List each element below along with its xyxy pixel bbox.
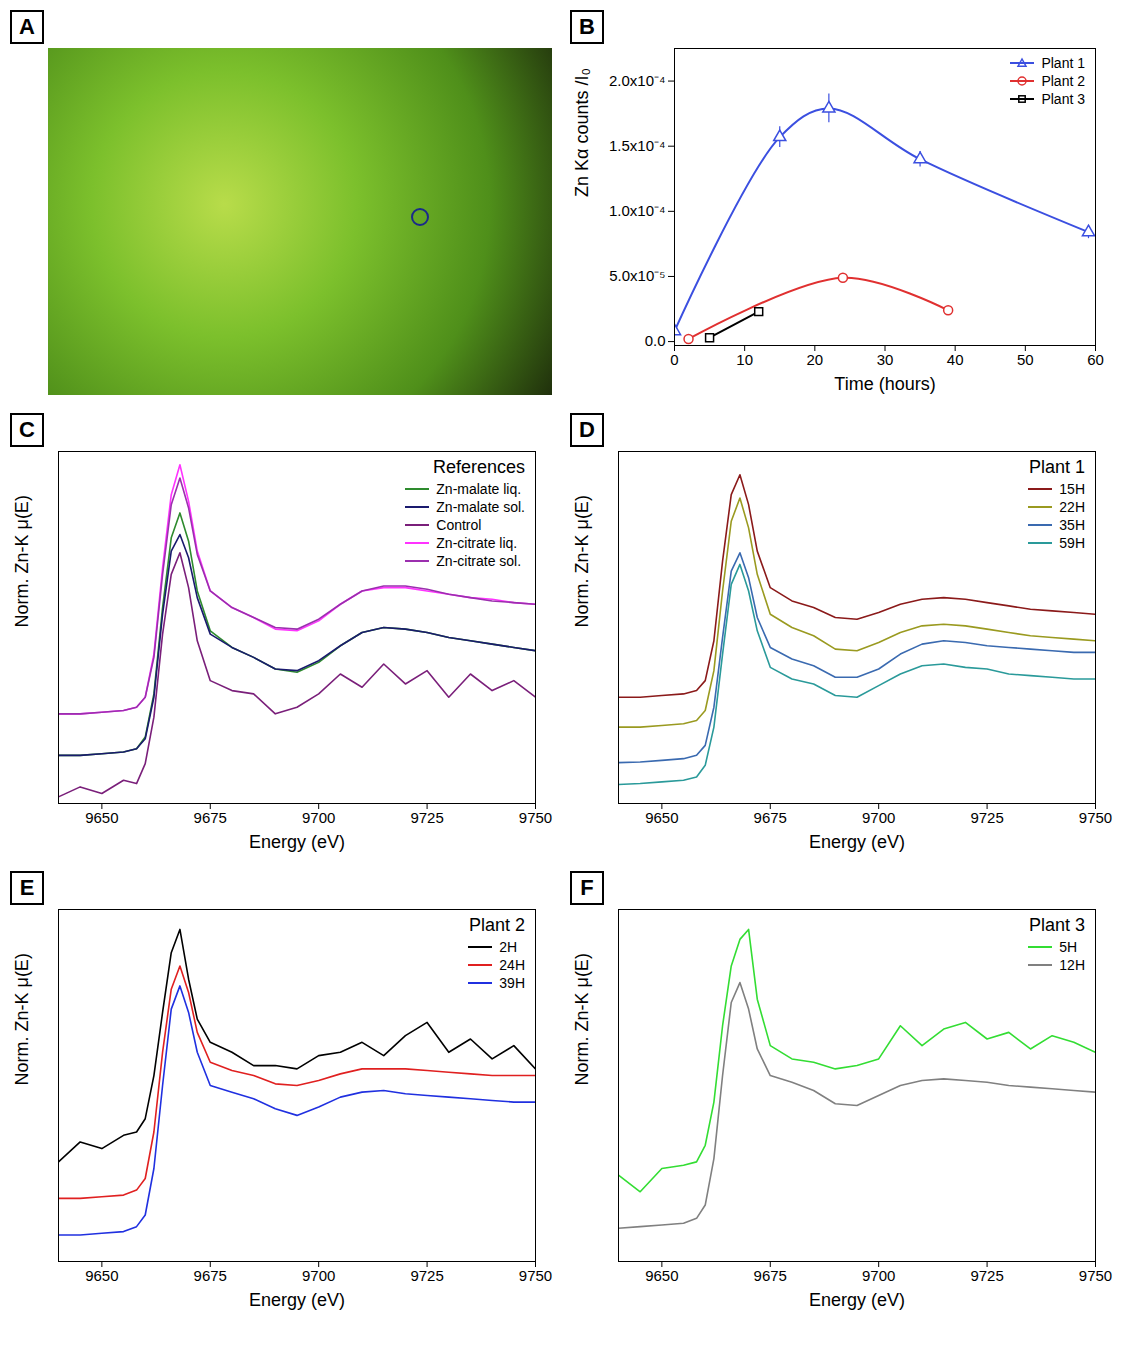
html-text:C: C — [19, 417, 35, 442]
html-text:Plant 2: Plant 2 — [469, 915, 525, 935]
svg-text:9725: 9725 — [970, 1267, 1003, 1284]
svg-text:Energy (eV): Energy (eV) — [249, 832, 345, 852]
svg-text:9725: 9725 — [410, 1267, 443, 1284]
svg-text:9750: 9750 — [519, 809, 552, 826]
svg-text:9675: 9675 — [754, 1267, 787, 1284]
svg-text:9750: 9750 — [1079, 809, 1112, 826]
html-text:Plant 2: Plant 2 — [1041, 73, 1085, 89]
svg-text:Norm. Zn-K μ(E): Norm. Zn-K μ(E) — [12, 953, 32, 1085]
svg-text:5.0x10⁻⁵: 5.0x10⁻⁵ — [609, 267, 665, 284]
html-text:A: A — [19, 14, 35, 39]
svg-text:9650: 9650 — [85, 1267, 118, 1284]
html-text:E: E — [19, 875, 35, 900]
html-text:24H: 24H — [499, 957, 525, 973]
svg-text:9725: 9725 — [410, 809, 443, 826]
html-text:Plant 3: Plant 3 — [1029, 915, 1085, 935]
html-text:Plant 1: Plant 1 — [1029, 457, 1085, 477]
svg-text:9675: 9675 — [194, 809, 227, 826]
html-text:22H: 22H — [1059, 499, 1085, 515]
html-text:B: B — [579, 14, 595, 39]
svg-text:9700: 9700 — [302, 809, 335, 826]
html-text:12H: 12H — [1059, 957, 1085, 973]
svg-text:9675: 9675 — [754, 809, 787, 826]
svg-text:Time (hours): Time (hours) — [834, 374, 935, 394]
html-text:5H: 5H — [1059, 939, 1078, 955]
svg-text:9750: 9750 — [1079, 1267, 1112, 1284]
html-text:2H: 2H — [499, 939, 518, 955]
svg-text:Energy (eV): Energy (eV) — [249, 1290, 345, 1310]
svg-text:9700: 9700 — [302, 1267, 335, 1284]
svg-text:9725: 9725 — [970, 809, 1003, 826]
svg-text:Energy (eV): Energy (eV) — [809, 832, 905, 852]
svg-text:9650: 9650 — [85, 809, 118, 826]
html-text:Plant 1: Plant 1 — [1041, 55, 1085, 71]
svg-text:40: 40 — [947, 351, 964, 368]
svg-text:1.5x10⁻⁴: 1.5x10⁻⁴ — [609, 137, 665, 154]
html-text:References: References — [432, 457, 525, 477]
svg-text:Norm. Zn-K μ(E): Norm. Zn-K μ(E) — [572, 953, 592, 1085]
html-text:Zn-citrate sol.: Zn-citrate sol. — [436, 553, 522, 569]
svg-text:Norm. Zn-K μ(E): Norm. Zn-K μ(E) — [572, 495, 592, 627]
svg-text:0.0: 0.0 — [645, 332, 666, 349]
svg-text:9650: 9650 — [645, 809, 678, 826]
svg-text:1.0x10⁻⁴: 1.0x10⁻⁴ — [609, 202, 665, 219]
html-text:D: D — [579, 417, 595, 442]
svg-text:Norm. Zn-K μ(E): Norm. Zn-K μ(E) — [12, 495, 32, 627]
svg-text:20: 20 — [806, 351, 823, 368]
html-text:15H: 15H — [1059, 481, 1085, 497]
html-text:Plant 3: Plant 3 — [1041, 91, 1085, 107]
svg-text:10: 10 — [736, 351, 753, 368]
svg-text:Zn Kα counts /I₀: Zn Kα counts /I₀ — [572, 68, 592, 197]
svg-text:30: 30 — [877, 351, 894, 368]
svg-text:9700: 9700 — [862, 809, 895, 826]
html-text:59H: 59H — [1059, 535, 1085, 551]
svg-text:9750: 9750 — [519, 1267, 552, 1284]
svg-text:9650: 9650 — [645, 1267, 678, 1284]
svg-text:50: 50 — [1017, 351, 1034, 368]
html-text:Control: Control — [436, 517, 482, 533]
svg-text:Energy (eV): Energy (eV) — [809, 1290, 905, 1310]
svg-text:9700: 9700 — [862, 1267, 895, 1284]
html-text:F: F — [580, 875, 594, 900]
html-text:39H: 39H — [499, 975, 525, 991]
html-text:Zn-citrate liq.: Zn-citrate liq. — [436, 535, 518, 551]
html-text:Zn-malate sol.: Zn-malate sol. — [436, 499, 525, 515]
svg-text:2.0x10⁻⁴: 2.0x10⁻⁴ — [609, 72, 665, 89]
html-text:35H: 35H — [1059, 517, 1085, 533]
svg-text:9675: 9675 — [194, 1267, 227, 1284]
html-text:Zn-malate liq.: Zn-malate liq. — [436, 481, 522, 497]
svg-text:0: 0 — [670, 351, 678, 368]
svg-text:60: 60 — [1087, 351, 1104, 368]
